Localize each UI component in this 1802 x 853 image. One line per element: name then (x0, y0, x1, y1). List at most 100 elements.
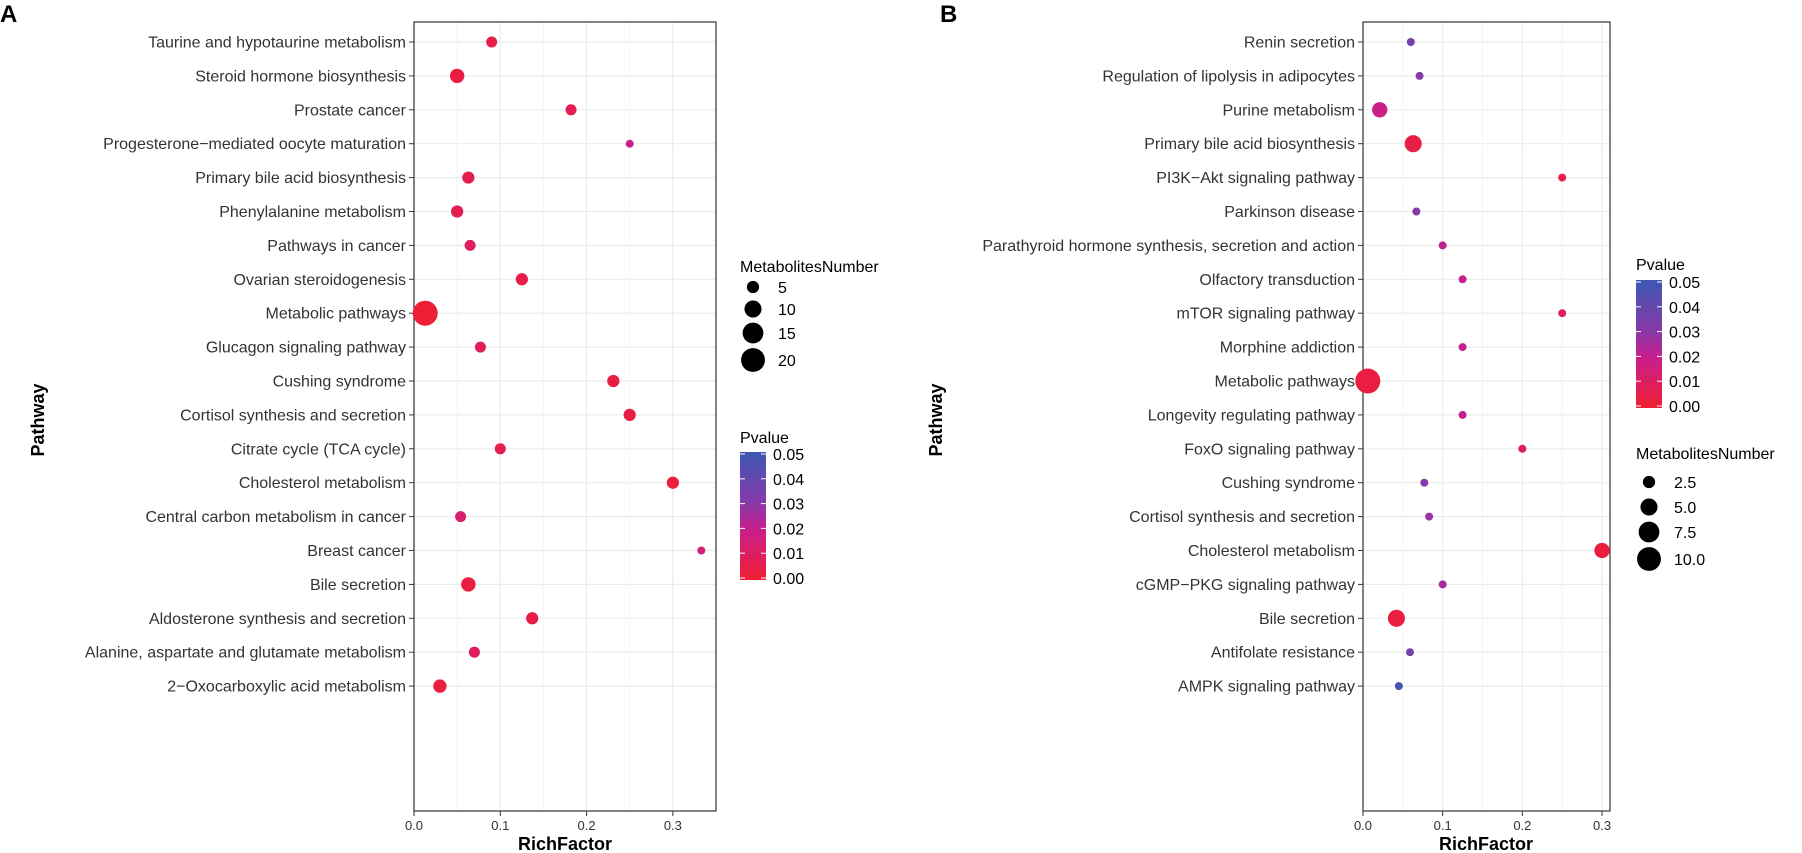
pathway-label: Bile secretion (1259, 611, 1355, 628)
pathway-label: Cholesterol metabolism (239, 475, 406, 492)
panel-b-colorbar (1636, 280, 1662, 408)
data-point (1594, 542, 1610, 559)
pathway-label: Steroid hormone biosynthesis (195, 68, 406, 85)
pathway-label: Citrate cycle (TCA cycle) (231, 441, 406, 458)
panel-b-color-legend: Pvalue 0.05 0.04 0.03 0.02 0.01 0.00 (1636, 257, 1700, 416)
data-point (486, 36, 498, 48)
panel-a-pathway-labels: Taurine and hypotaurine metabolism Steroi… (85, 35, 414, 696)
pathway-label: Bile secretion (310, 577, 406, 594)
data-point (461, 577, 476, 592)
pathway-label: Olfactory transduction (1199, 272, 1355, 289)
colorbar-label: 0.00 (773, 571, 804, 588)
panel-b-x-ticks: 0.0 0.1 0.2 0.3 (1354, 811, 1611, 833)
size-legend-dot (742, 322, 764, 344)
pathway-label: Breast cancer (307, 543, 406, 560)
colorbar-label: 0.04 (773, 472, 804, 489)
colorbar-label: 0.02 (773, 521, 804, 538)
data-point (697, 546, 706, 555)
panel-b-x-axis-title: RichFactor (1439, 834, 1533, 853)
x-tick-label: 0.3 (1593, 818, 1611, 833)
x-tick-label: 0.0 (405, 818, 423, 833)
pathway-label: Central carbon metabolism in cancer (145, 509, 406, 526)
panel-b-pathway-labels: Renin secretion Regulation of lipolysis i… (982, 35, 1363, 696)
pathway-label: Longevity regulating pathway (1148, 407, 1355, 424)
pathway-label: Prostate cancer (294, 102, 407, 119)
colorbar-label: 0.03 (773, 497, 804, 514)
panel-a-grid (413, 22, 717, 811)
pathway-label: Cushing syndrome (1222, 475, 1356, 492)
data-point (449, 68, 465, 84)
panel-a-color-legend: Pvalue 0.05 0.04 0.03 0.02 0.01 0.00 (740, 430, 804, 588)
data-point (1458, 343, 1467, 352)
size-legend-dot (1638, 521, 1660, 543)
pathway-label: Cushing syndrome (273, 374, 407, 391)
panel-b-color-legend-title: Pvalue (1636, 257, 1685, 274)
size-legend-label: 7.5 (1674, 525, 1696, 542)
panel-b-size-legend-title: MetabolitesNumber (1636, 446, 1775, 463)
colorbar-label: 0.01 (1669, 374, 1700, 391)
pathway-label: FoxO signaling pathway (1184, 441, 1355, 458)
pathway-label: Morphine addiction (1220, 340, 1355, 357)
data-point (1412, 207, 1421, 216)
panel-a-letter: A (0, 1, 17, 28)
data-point (474, 341, 486, 353)
data-point (1558, 173, 1567, 182)
pathway-label: Phenylalanine metabolism (219, 204, 406, 221)
panel-a-colorbar (740, 452, 766, 580)
data-point (412, 300, 438, 326)
panel-a-size-legend: MetabolitesNumber 5 10 15 20 (740, 259, 879, 372)
panel-a-size-legend-title: MetabolitesNumber (740, 259, 879, 276)
pathway-label: Metabolic pathways (1214, 374, 1355, 391)
data-point (1387, 609, 1405, 627)
panel-a: A Taurine and hypotaurine metabolism Ster… (0, 1, 879, 853)
size-legend-dot (746, 280, 760, 294)
pathway-label: Metabolic pathways (265, 306, 406, 323)
pathway-label: PI3K−Akt signaling pathway (1156, 170, 1355, 187)
data-point (1406, 38, 1415, 46)
pathway-label: Glucagon signaling pathway (206, 340, 406, 357)
pathway-label: Antifolate resistance (1211, 645, 1355, 662)
data-point (1425, 512, 1434, 521)
colorbar-label: 0.04 (1669, 300, 1700, 317)
size-legend-label: 20 (778, 353, 796, 370)
pathway-label: Aldosterone synthesis and secretion (149, 611, 406, 628)
panel-a-y-axis-title: Pathway (28, 383, 48, 456)
data-point (1458, 410, 1467, 419)
pathway-label: Primary bile acid biosynthesis (1144, 136, 1355, 153)
data-point (565, 104, 577, 116)
pathway-label: Purine metabolism (1223, 102, 1356, 119)
data-point (623, 408, 636, 422)
data-point (455, 511, 467, 523)
pathway-label: AMPK signaling pathway (1178, 679, 1355, 696)
data-point (1355, 368, 1381, 394)
size-legend-dot (1637, 547, 1661, 571)
pathway-label: Cholesterol metabolism (1188, 543, 1355, 560)
data-point (1406, 648, 1415, 657)
size-legend-label: 5 (778, 280, 787, 297)
panel-a-plot-area (414, 22, 716, 811)
x-tick-label: 0.2 (1513, 818, 1531, 833)
size-legend-label: 10 (778, 302, 796, 319)
size-legend-label: 5.0 (1674, 500, 1696, 517)
pathway-label: Progesterone−mediated oocyte maturation (103, 136, 406, 153)
size-legend-dot (741, 348, 765, 372)
pathway-label: Renin secretion (1244, 35, 1355, 52)
pathway-label: Alanine, aspartate and glutamate metabol… (85, 645, 406, 662)
data-point (1558, 309, 1567, 318)
panel-b-points (1355, 38, 1610, 691)
data-point (1404, 135, 1422, 153)
x-tick-label: 0.1 (1434, 818, 1452, 833)
size-legend-dot (1640, 498, 1658, 516)
size-legend-label: 15 (778, 326, 796, 343)
pathway-label: Taurine and hypotaurine metabolism (148, 35, 406, 52)
colorbar-label: 0.05 (773, 447, 804, 464)
data-point (1458, 275, 1467, 284)
pathway-label: Cortisol synthesis and secretion (180, 407, 406, 424)
panel-b-grid (1362, 22, 1610, 811)
data-point (1415, 71, 1424, 80)
data-point (1518, 444, 1527, 453)
data-point (433, 679, 447, 693)
pathway-label: Parkinson disease (1224, 204, 1355, 221)
pathway-label: Parathyroid hormone synthesis, secretion… (982, 238, 1355, 255)
